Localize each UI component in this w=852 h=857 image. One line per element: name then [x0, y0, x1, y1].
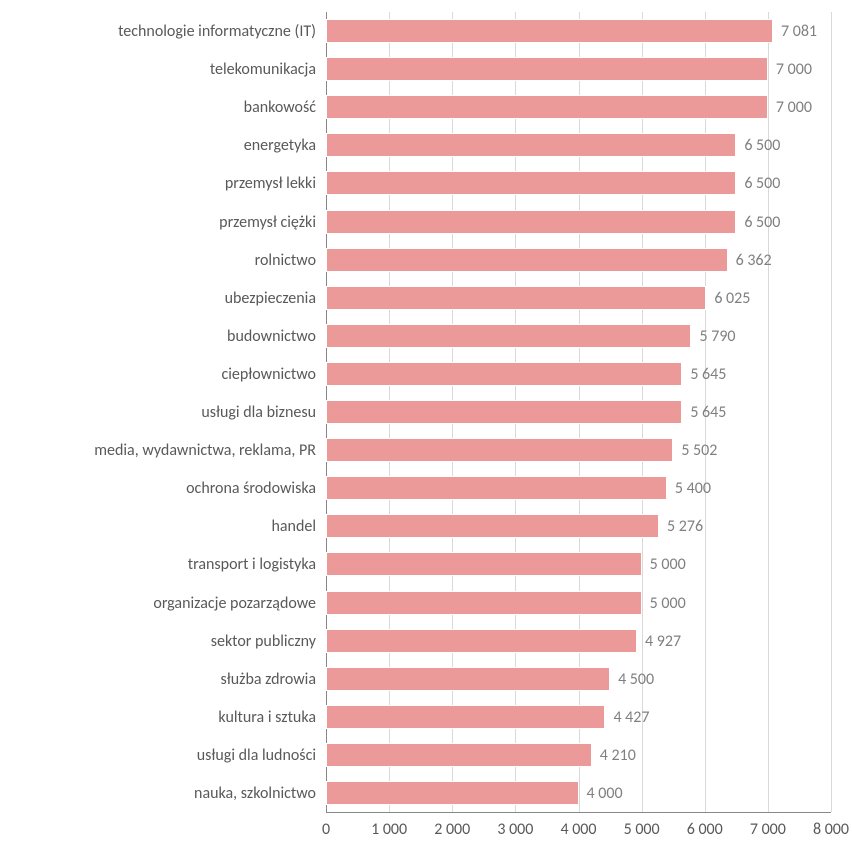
- bar: [326, 476, 667, 500]
- category-label: organizacje pozarządowe: [153, 594, 316, 613]
- bar: [326, 248, 728, 272]
- bar-value-label: 7 000: [776, 60, 812, 79]
- bar: [326, 591, 642, 615]
- bar: [326, 95, 768, 119]
- bar-value-label: 4 000: [587, 784, 623, 803]
- bar-value-label: 6 362: [736, 251, 772, 270]
- plot-area: 7 081 7 000 7 000 6 500 6 500 6 500 6 362 6 025…: [326, 12, 831, 812]
- bar-value-label: 4 427: [613, 708, 649, 727]
- category-label: telekomunikacja: [210, 60, 316, 79]
- x-tick-label: 7 000: [738, 820, 798, 839]
- bar-value-label: 7 081: [781, 22, 817, 41]
- category-label: sektor publiczny: [211, 632, 316, 651]
- bar-value-label: 5 502: [681, 441, 717, 460]
- category-label: ochrona środowiska: [186, 479, 316, 498]
- bar: [326, 743, 592, 767]
- bar: [326, 362, 682, 386]
- category-label: usługi dla ludności: [197, 746, 316, 765]
- category-label: media, wydawnictwa, reklama, PR: [94, 441, 316, 460]
- x-tick-label: 4 000: [549, 820, 609, 839]
- bar: [326, 552, 642, 576]
- bar-value-label: 6 025: [714, 289, 750, 308]
- bar: [326, 57, 768, 81]
- bar: [326, 324, 691, 348]
- x-tick-label: 3 000: [485, 820, 545, 839]
- gridline: [768, 12, 769, 812]
- category-label: kultura i sztuka: [218, 708, 316, 727]
- x-tick-label: 5 000: [612, 820, 672, 839]
- category-label: przemysł lekki: [225, 174, 316, 193]
- x-tick-label: 6 000: [675, 820, 735, 839]
- bar-value-label: 6 500: [744, 174, 780, 193]
- category-label: technologie informatyczne (IT): [118, 22, 316, 41]
- category-label: ciepłownictwo: [221, 365, 316, 384]
- bar-value-label: 5 645: [690, 403, 726, 422]
- bar-value-label: 6 500: [744, 213, 780, 232]
- bar: [326, 400, 682, 424]
- category-label: bankowość: [244, 98, 316, 117]
- bar-value-label: 5 645: [690, 365, 726, 384]
- bar-value-label: 7 000: [776, 98, 812, 117]
- bar: [326, 667, 610, 691]
- bar-value-label: 4 210: [600, 746, 636, 765]
- bar-value-label: 5 276: [667, 517, 703, 536]
- horizontal-bar-chart: 7 081 7 000 7 000 6 500 6 500 6 500 6 362 6 025…: [0, 0, 852, 857]
- bar: [326, 705, 605, 729]
- category-label: ubezpieczenia: [225, 289, 316, 308]
- bar-value-label: 5 000: [650, 594, 686, 613]
- bar-value-label: 5 400: [675, 479, 711, 498]
- bar-value-label: 5 000: [650, 555, 686, 574]
- category-label: usługi dla biznesu: [201, 403, 316, 422]
- bar: [326, 438, 673, 462]
- x-axis-line: [326, 812, 831, 813]
- bar: [326, 171, 736, 195]
- category-label: transport i logistyka: [188, 555, 316, 574]
- category-label: handel: [271, 517, 316, 536]
- bar: [326, 629, 637, 653]
- bar: [326, 210, 736, 234]
- category-label: służba zdrowia: [221, 670, 316, 689]
- bar-value-label: 6 500: [744, 136, 780, 155]
- category-label: energetyka: [244, 136, 316, 155]
- bar-value-label: 4 500: [618, 670, 654, 689]
- category-label: rolnictwo: [255, 251, 316, 270]
- x-tick-label: 0: [296, 820, 356, 839]
- bar: [326, 286, 706, 310]
- category-label: przemysł ciężki: [219, 213, 316, 232]
- x-tick-label: 2 000: [422, 820, 482, 839]
- gridline: [831, 12, 832, 812]
- bar-value-label: 4 927: [645, 632, 681, 651]
- bar-value-label: 5 790: [699, 327, 735, 346]
- bar: [326, 19, 773, 43]
- x-tick-label: 8 000: [801, 820, 852, 839]
- x-tick-label: 1 000: [359, 820, 419, 839]
- category-label: nauka, szkolnictwo: [194, 784, 316, 803]
- bar: [326, 514, 659, 538]
- bar: [326, 781, 579, 805]
- bar: [326, 133, 736, 157]
- category-label: budownictwo: [227, 327, 316, 346]
